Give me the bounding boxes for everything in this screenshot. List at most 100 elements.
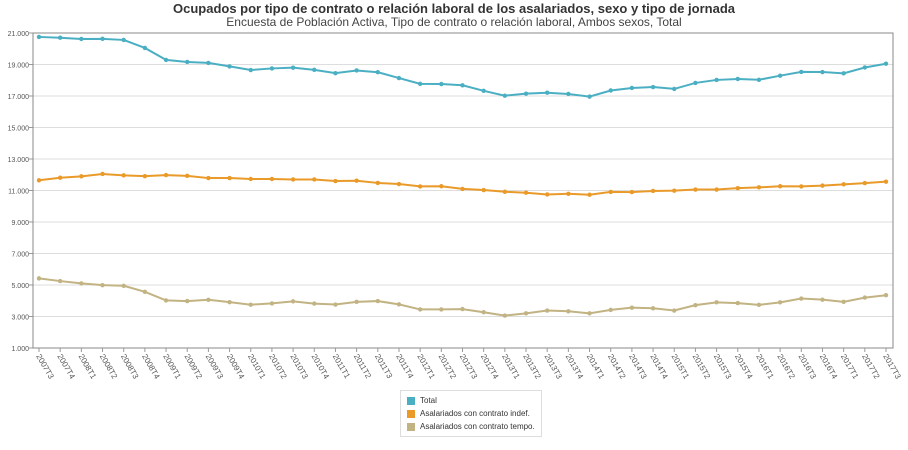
data-point xyxy=(523,91,529,96)
data-point xyxy=(269,301,275,306)
data-point xyxy=(714,300,719,305)
data-point xyxy=(608,189,613,195)
data-point xyxy=(354,68,359,73)
data-point xyxy=(248,176,253,182)
data-point xyxy=(756,185,762,190)
data-point xyxy=(883,293,889,298)
data-point xyxy=(121,173,126,178)
x-tick-label: 2008T1 xyxy=(77,353,99,381)
x-tick-label: 2009T3 xyxy=(204,353,226,381)
x-tick-label: 2015T2 xyxy=(691,353,713,381)
legend-swatch xyxy=(407,409,415,418)
x-tick-label: 2011T1 xyxy=(331,353,352,381)
data-point xyxy=(354,178,359,183)
legend-label: Asalariados con contrato indef. xyxy=(420,409,530,418)
x-tick-label: 2015T3 xyxy=(712,353,734,381)
data-point xyxy=(587,94,592,99)
data-point xyxy=(481,310,486,315)
data-point xyxy=(862,180,868,186)
data-point xyxy=(312,301,317,306)
data-point xyxy=(375,298,380,304)
x-tick-label: 2011T4 xyxy=(394,353,415,381)
data-point xyxy=(79,36,84,42)
data-point xyxy=(79,281,84,286)
data-point xyxy=(100,171,105,177)
data-point xyxy=(57,278,63,284)
data-point xyxy=(693,187,698,192)
data-point xyxy=(566,91,571,97)
y-tick-label: 7.000 xyxy=(11,252,29,259)
data-point xyxy=(650,306,656,311)
legend-swatch xyxy=(407,396,415,405)
x-tick-label: 2010T3 xyxy=(288,353,310,381)
legend-item-tempo[interactable]: Asalariados con contrato tempo. xyxy=(407,420,535,433)
data-point xyxy=(100,282,105,288)
data-point xyxy=(417,81,423,87)
data-point xyxy=(502,313,508,318)
data-point xyxy=(883,179,889,184)
data-point xyxy=(36,178,42,183)
x-tick-label: 2009T4 xyxy=(225,353,247,381)
data-point xyxy=(142,173,148,179)
x-tick-label: 2017T1 xyxy=(839,353,861,381)
data-point xyxy=(862,65,868,70)
data-point xyxy=(375,180,380,186)
data-point xyxy=(629,189,635,195)
data-point xyxy=(460,186,465,192)
data-point xyxy=(57,35,63,40)
x-tick-label: 2007T3 xyxy=(34,353,56,381)
legend-item-indef[interactable]: Asalariados con contrato indef. xyxy=(407,407,535,420)
x-tick-label: 2011T2 xyxy=(352,353,373,381)
data-point xyxy=(820,183,825,188)
y-tick-label: 9.000 xyxy=(11,220,29,227)
data-point xyxy=(312,67,317,73)
x-tick-label: 2014T1 xyxy=(585,353,607,381)
data-point xyxy=(481,88,486,94)
x-tick-label: 2011T3 xyxy=(373,353,394,381)
data-point xyxy=(163,172,169,178)
data-point xyxy=(460,83,465,88)
x-tick-label: 2014T2 xyxy=(606,353,628,381)
y-tick-label: 11.000 xyxy=(8,189,29,196)
data-point xyxy=(57,175,63,180)
data-point xyxy=(333,178,338,184)
data-point xyxy=(693,302,698,308)
x-tick-label: 2016T3 xyxy=(797,353,819,381)
x-tick-label: 2015T4 xyxy=(733,353,755,381)
data-point xyxy=(566,191,571,197)
data-point xyxy=(481,187,486,193)
y-tick-label: 19.000 xyxy=(8,63,30,70)
data-point xyxy=(185,298,190,304)
data-point xyxy=(333,302,338,307)
x-tick-label: 2014T3 xyxy=(627,353,649,381)
data-point xyxy=(142,45,148,51)
x-tick-label: 2013T2 xyxy=(521,353,543,381)
data-point xyxy=(185,59,190,65)
y-tick-label: 21.000 xyxy=(8,31,30,38)
data-point xyxy=(248,302,253,307)
data-point xyxy=(862,295,868,300)
data-point xyxy=(841,299,846,305)
data-point xyxy=(439,307,444,312)
data-point xyxy=(396,181,402,187)
data-point xyxy=(883,61,889,66)
x-tick-label: 2007T4 xyxy=(55,353,77,381)
data-point xyxy=(417,307,423,312)
legend-item-total[interactable]: Total xyxy=(407,394,535,407)
x-tick-label: 2012T1 xyxy=(415,353,437,381)
data-point xyxy=(396,75,402,81)
data-point xyxy=(545,90,550,95)
data-point xyxy=(439,184,444,189)
data-point xyxy=(163,57,169,63)
data-point xyxy=(375,70,380,75)
data-point xyxy=(820,297,825,302)
data-point xyxy=(714,187,719,192)
data-point xyxy=(163,298,169,303)
data-point xyxy=(227,175,232,181)
x-tick-label: 2009T1 xyxy=(161,353,183,381)
x-tick-label: 2014T4 xyxy=(648,353,670,381)
data-point xyxy=(142,289,148,294)
data-point xyxy=(735,185,740,191)
data-point xyxy=(290,299,296,304)
